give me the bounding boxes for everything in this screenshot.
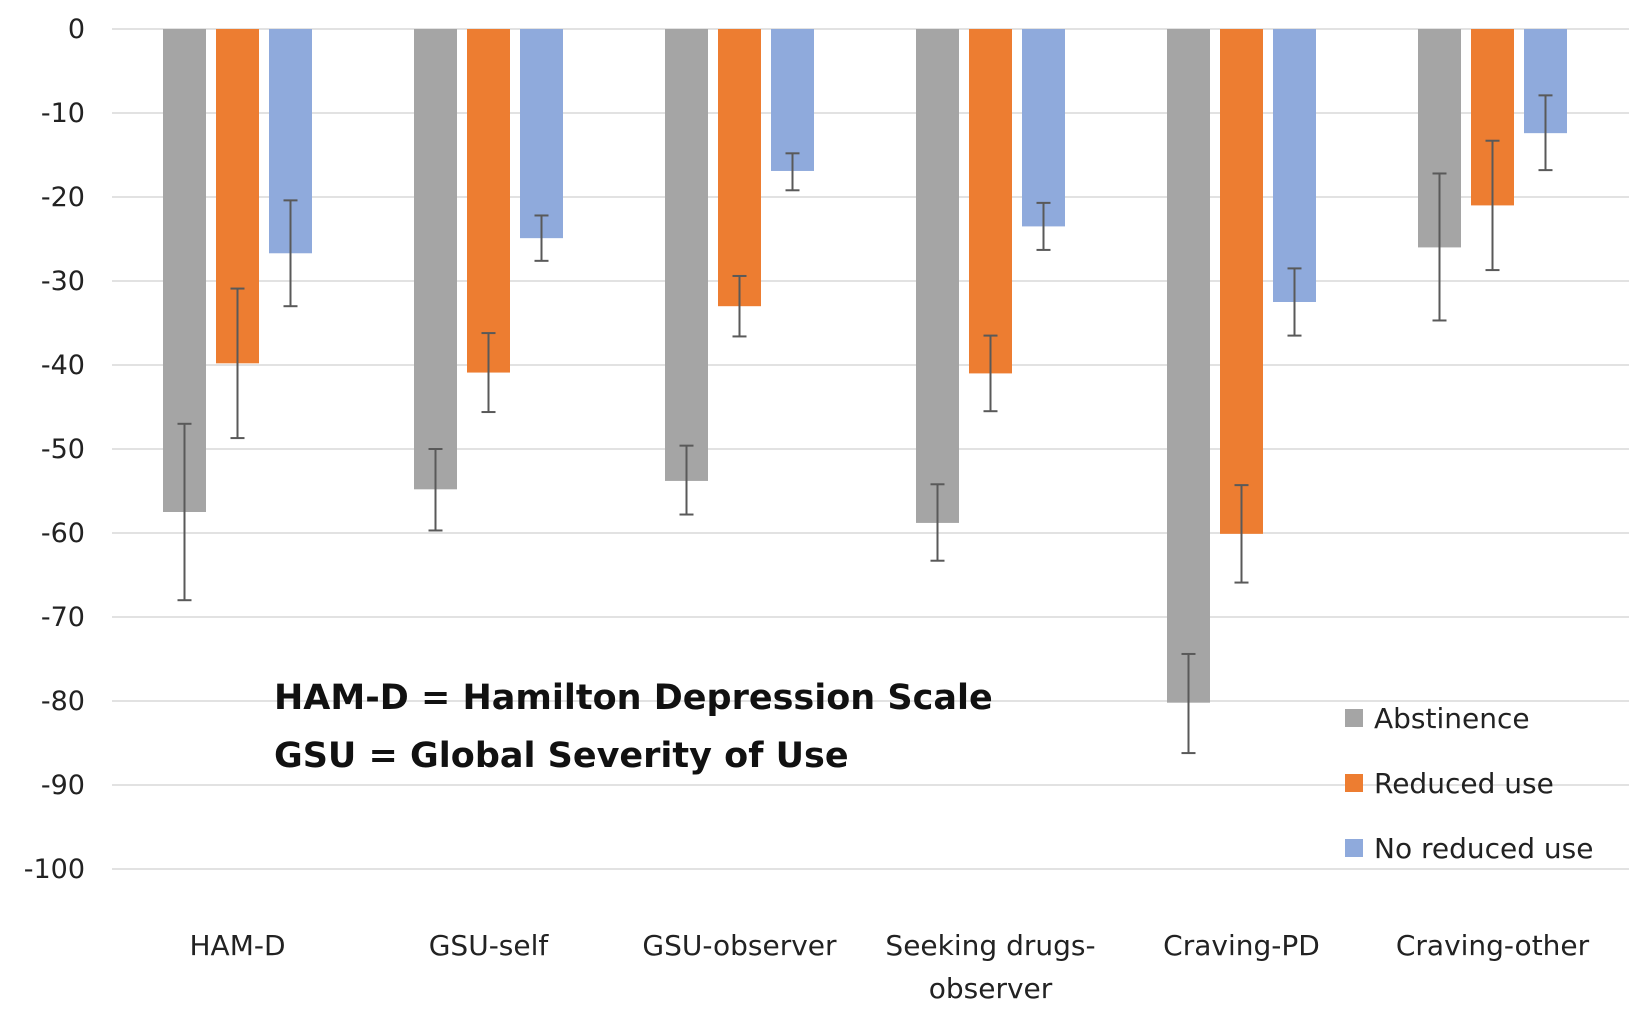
annotation-block: HAM-D = Hamilton Depression Scale GSU = G… bbox=[274, 678, 993, 776]
x-axis-category-labels: HAM-D GSU-self GSU-observer Seeking drugs-o… bbox=[189, 929, 1589, 1005]
bar bbox=[520, 29, 563, 239]
annotation-text: GSU = Global Severity of Use bbox=[274, 736, 849, 776]
x-category-label: GSU-observer bbox=[642, 929, 837, 962]
y-tick-label: -90 bbox=[41, 770, 85, 801]
y-tick-label: -20 bbox=[41, 182, 85, 213]
legend-swatch bbox=[1345, 709, 1363, 727]
bar bbox=[665, 29, 708, 481]
annotation-text: HAM-D = Hamilton Depression Scale bbox=[274, 678, 993, 718]
y-tick-label: -100 bbox=[24, 854, 85, 885]
x-category-label: Seeking drugs- bbox=[885, 929, 1095, 962]
legend-label: Abstinence bbox=[1374, 702, 1530, 735]
bars bbox=[163, 29, 1567, 703]
legend-label: No reduced use bbox=[1374, 832, 1593, 865]
legend-label: Reduced use bbox=[1374, 767, 1554, 800]
x-category-label: Craving-PD bbox=[1163, 929, 1320, 962]
y-tick-label: -80 bbox=[41, 686, 85, 717]
bar bbox=[771, 29, 814, 171]
y-tick-label: -50 bbox=[41, 434, 85, 465]
x-category-label: GSU-self bbox=[429, 929, 550, 962]
legend-swatch bbox=[1345, 839, 1363, 857]
y-axis-tick-labels: 0 -10 -20 -30 -40 -50 -60 -70 -80 -90 -100 bbox=[24, 14, 85, 885]
bar bbox=[1022, 29, 1065, 227]
y-tick-label: -10 bbox=[41, 98, 85, 129]
y-tick-label: -70 bbox=[41, 602, 85, 633]
bar bbox=[414, 29, 457, 490]
legend-swatch bbox=[1345, 774, 1363, 792]
bar bbox=[1273, 29, 1316, 302]
x-category-label: HAM-D bbox=[189, 929, 285, 962]
y-tick-label: -30 bbox=[41, 266, 85, 297]
x-category-label: Craving-other bbox=[1396, 929, 1590, 962]
gridlines bbox=[112, 28, 1629, 870]
y-tick-label: -40 bbox=[41, 350, 85, 381]
x-category-label: observer bbox=[929, 972, 1053, 1005]
bar bbox=[718, 29, 761, 307]
bar bbox=[1220, 29, 1263, 534]
legend: Abstinence Reduced use No reduced use bbox=[1345, 702, 1593, 865]
y-tick-label: 0 bbox=[68, 14, 85, 45]
bar bbox=[969, 29, 1012, 374]
bar bbox=[467, 29, 510, 373]
bar bbox=[1167, 29, 1210, 703]
error-bars bbox=[177, 94, 1553, 755]
bar bbox=[916, 29, 959, 523]
y-tick-label: -60 bbox=[41, 518, 85, 549]
